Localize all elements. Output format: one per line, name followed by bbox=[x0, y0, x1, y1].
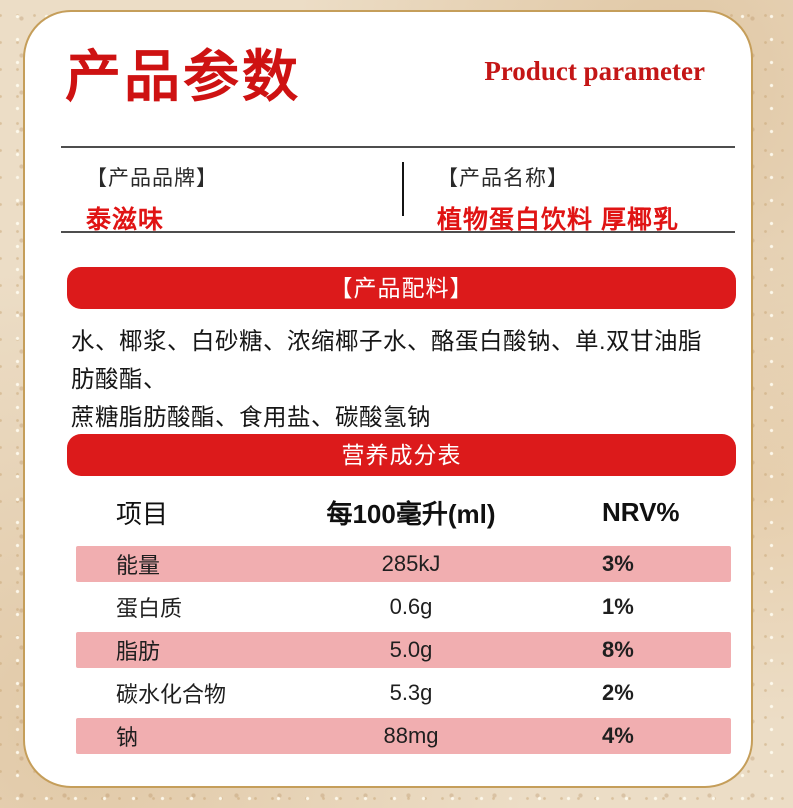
page-title: 产品参数 bbox=[65, 47, 301, 109]
product-name-value: 植物蛋白饮料 厚椰乳 bbox=[437, 206, 679, 234]
product-name-label: 【产品名称】 bbox=[437, 167, 569, 190]
cell-value: 285kJ bbox=[381, 551, 441, 576]
cell-value: 5.3g bbox=[389, 680, 433, 705]
ingredients-text: 水、椰浆、白砂糖、浓缩椰子水、酪蛋白酸钠、单.双甘油脂肪酸酯、 蔗糖脂肪酸酯、食… bbox=[71, 322, 725, 436]
cell-value: 88mg bbox=[383, 723, 439, 748]
nutrition-table: 项目 每100毫升(ml) NRV% 能量 285kJ 3% 蛋白质 0.6g … bbox=[76, 490, 731, 761]
cell-item: 碳水化合物 bbox=[116, 682, 227, 707]
brand-block: 【产品品牌】 泰滋味 bbox=[86, 162, 218, 236]
cell-item: 能量 bbox=[116, 553, 161, 578]
table-row: 蛋白质 0.6g 1% bbox=[76, 589, 731, 625]
header-cell-per-100ml: 每100毫升(ml) bbox=[326, 498, 496, 529]
ingredients-banner: 【产品配料】 bbox=[67, 267, 736, 309]
nutrition-rows: 能量 285kJ 3% 蛋白质 0.6g 1% 脂肪 5.0g 8% 碳水化合物… bbox=[76, 546, 731, 754]
divider-bottom bbox=[61, 231, 735, 233]
cell-nrv: 8% bbox=[602, 637, 634, 662]
product-name-block: 【产品名称】 植物蛋白饮料 厚椰乳 bbox=[437, 162, 679, 236]
product-parameter-card: 产品参数 Product parameter 【产品品牌】 泰滋味 【产品名称】… bbox=[23, 10, 753, 788]
nutrition-banner: 营养成分表 bbox=[67, 434, 736, 476]
ingredients-line-2: 蔗糖脂肪酸酯、食用盐、碳酸氢钠 bbox=[71, 404, 431, 430]
cell-nrv: 4% bbox=[602, 723, 634, 748]
brand-value: 泰滋味 bbox=[86, 206, 165, 234]
cell-value: 5.0g bbox=[389, 637, 433, 662]
header-cell-nrv: NRV% bbox=[602, 496, 680, 527]
header-cell-item: 项目 bbox=[116, 498, 169, 529]
vertical-divider bbox=[402, 162, 404, 216]
ingredients-line-1: 水、椰浆、白砂糖、浓缩椰子水、酪蛋白酸钠、单.双甘油脂肪酸酯、 bbox=[71, 328, 703, 392]
cell-item: 脂肪 bbox=[116, 639, 161, 664]
card-header: 产品参数 Product parameter bbox=[65, 46, 705, 110]
cell-nrv: 1% bbox=[602, 594, 634, 619]
cell-item: 蛋白质 bbox=[116, 596, 183, 621]
cell-value: 0.6g bbox=[389, 594, 433, 619]
table-row: 脂肪 5.0g 8% bbox=[76, 632, 731, 668]
table-row: 钠 88mg 4% bbox=[76, 718, 731, 754]
brand-label: 【产品品牌】 bbox=[86, 167, 218, 190]
nutrition-table-header: 项目 每100毫升(ml) NRV% bbox=[76, 490, 731, 534]
cell-item: 钠 bbox=[116, 725, 139, 750]
table-row: 能量 285kJ 3% bbox=[76, 546, 731, 582]
cell-nrv: 3% bbox=[602, 551, 634, 576]
table-row: 碳水化合物 5.3g 2% bbox=[76, 675, 731, 711]
divider-top bbox=[61, 146, 735, 148]
page-title-english: Product parameter bbox=[484, 56, 705, 86]
cell-nrv: 2% bbox=[602, 680, 634, 705]
